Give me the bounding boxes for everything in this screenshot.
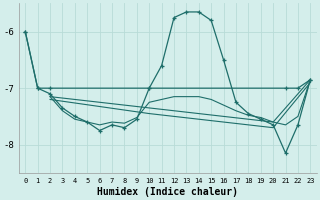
X-axis label: Humidex (Indice chaleur): Humidex (Indice chaleur) (97, 186, 238, 197)
